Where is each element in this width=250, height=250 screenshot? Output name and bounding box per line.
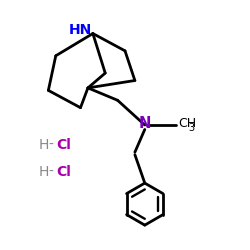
Text: CH: CH	[178, 117, 196, 130]
Text: Cl: Cl	[56, 138, 71, 152]
Text: -: -	[48, 165, 53, 179]
Text: HN: HN	[69, 23, 92, 37]
Text: N: N	[138, 116, 151, 131]
Text: 3: 3	[189, 123, 195, 133]
Text: H: H	[38, 138, 49, 152]
Text: -: -	[48, 138, 53, 152]
Text: H: H	[38, 165, 49, 179]
Text: Cl: Cl	[56, 165, 71, 179]
